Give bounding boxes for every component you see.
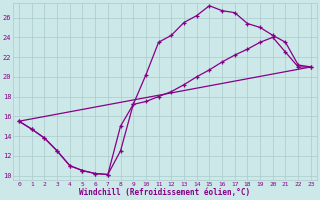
X-axis label: Windchill (Refroidissement éolien,°C): Windchill (Refroidissement éolien,°C)	[79, 188, 251, 197]
